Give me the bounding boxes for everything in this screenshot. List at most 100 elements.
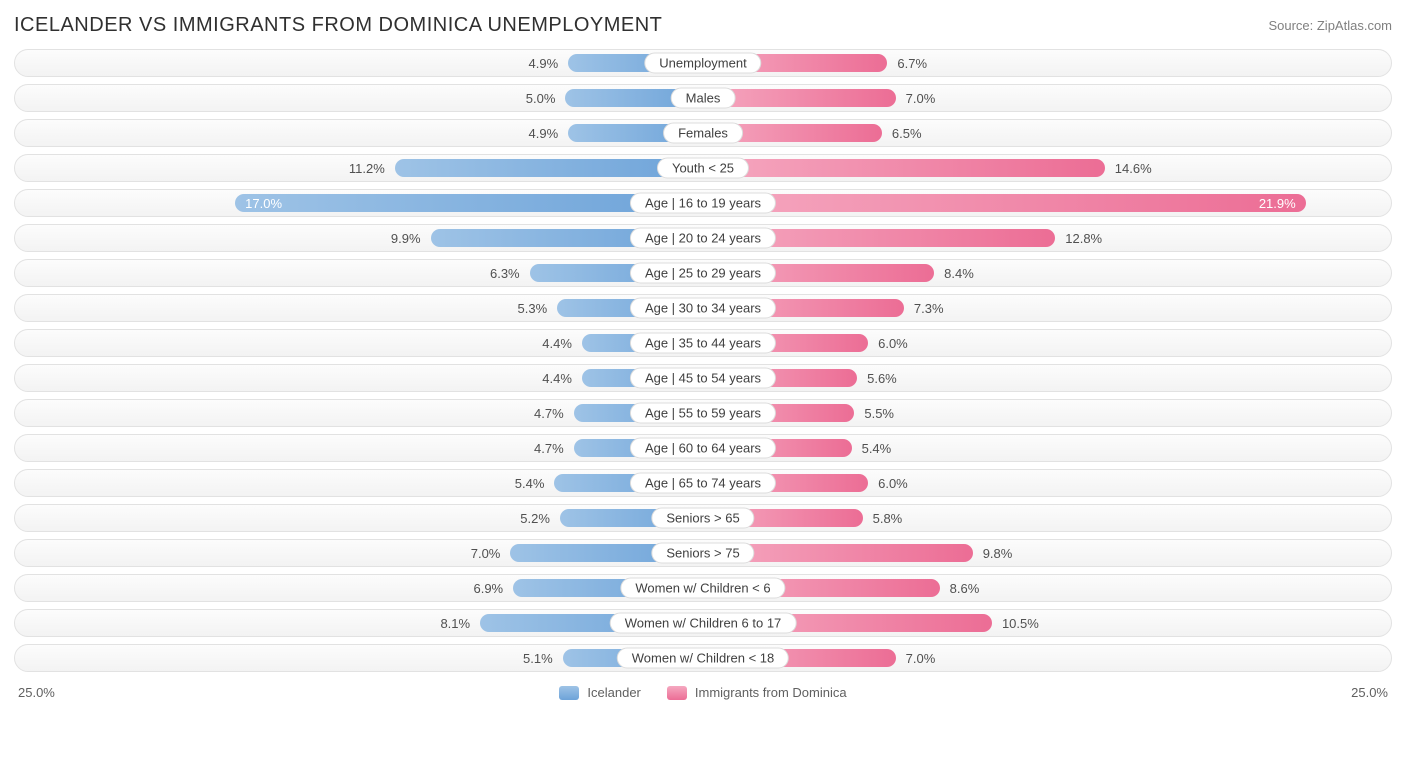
category-pill: Age | 35 to 44 years (630, 333, 776, 354)
row-right-half: 5.4% (703, 435, 1391, 461)
value-label-left: 4.7% (524, 441, 574, 456)
chart-row: 4.4% 5.6% Age | 45 to 54 years (14, 364, 1392, 392)
row-right-half: 21.9% (703, 190, 1391, 216)
chart-area: 4.9% 6.7% Unemployment 5.0% 7.0% Males 4.9% 6.5… (14, 49, 1392, 672)
value-label-left: 5.3% (508, 301, 558, 316)
row-left-half: 4.7% (15, 400, 703, 426)
value-label-left: 5.0% (516, 91, 566, 106)
row-left-half: 8.1% (15, 610, 703, 636)
legend-item-right: Immigrants from Dominica (667, 685, 847, 700)
row-left-half: 11.2% (15, 155, 703, 181)
chart-row: 4.7% 5.4% Age | 60 to 64 years (14, 434, 1392, 462)
chart-row: 5.1% 7.0% Women w/ Children < 18 (14, 644, 1392, 672)
row-left-half: 6.3% (15, 260, 703, 286)
category-pill: Unemployment (644, 53, 761, 74)
chart-row: 8.1%10.5%Women w/ Children 6 to 17 (14, 609, 1392, 637)
category-pill: Age | 20 to 24 years (630, 228, 776, 249)
category-pill: Seniors > 75 (651, 543, 754, 564)
value-label-left: 8.1% (430, 616, 480, 631)
row-left-half: 5.0% (15, 85, 703, 111)
header: ICELANDER VS IMMIGRANTS FROM DOMINICA UN… (14, 10, 1392, 49)
value-label-right: 7.0% (896, 651, 946, 666)
category-pill: Age | 16 to 19 years (630, 193, 776, 214)
value-label-left: 11.2% (339, 161, 395, 176)
row-right-half: 8.4% (703, 260, 1391, 286)
value-label-right: 7.0% (896, 91, 946, 106)
chart-row: 5.0% 7.0% Males (14, 84, 1392, 112)
chart-row: 5.2%5.8%Seniors > 65 (14, 504, 1392, 532)
row-right-half: 8.6% (703, 575, 1391, 601)
chart-row: 4.4% 6.0% Age | 35 to 44 years (14, 329, 1392, 357)
value-label-right: 6.0% (868, 476, 918, 491)
value-label-left: 4.4% (532, 336, 582, 351)
category-pill: Age | 25 to 29 years (630, 263, 776, 284)
value-label-right: 10.5% (992, 616, 1049, 631)
chart-footer: 25.0% Icelander Immigrants from Dominica… (14, 679, 1392, 700)
row-left-half: 4.9% (15, 50, 703, 76)
row-right-half: 14.6% (703, 155, 1391, 181)
value-label-left: 4.4% (532, 371, 582, 386)
row-right-half: 7.0% (703, 85, 1391, 111)
chart-row: 4.7% 5.5% Age | 55 to 59 years (14, 399, 1392, 427)
row-left-half: 5.3% (15, 295, 703, 321)
value-label-right: 5.8% (863, 511, 913, 526)
value-label-left: 6.3% (480, 266, 530, 281)
value-label-left: 5.4% (505, 476, 555, 491)
row-right-half: 7.0% (703, 645, 1391, 671)
legend-item-left: Icelander (559, 685, 640, 700)
chart-row: 6.9%8.6%Women w/ Children < 6 (14, 574, 1392, 602)
legend-label-right: Immigrants from Dominica (695, 685, 847, 700)
axis-max-left: 25.0% (18, 685, 55, 700)
row-left-half: 6.9% (15, 575, 703, 601)
value-label-left: 7.0% (461, 546, 511, 561)
chart-row: 5.3%7.3%Age | 30 to 34 years (14, 294, 1392, 322)
row-right-half: 6.5% (703, 120, 1391, 146)
row-left-half: 5.1% (15, 645, 703, 671)
chart-row: 7.0% 9.8%Seniors > 75 (14, 539, 1392, 567)
value-label-right: 12.8% (1055, 231, 1112, 246)
row-left-half: 5.4% (15, 470, 703, 496)
value-label-left: 4.9% (519, 56, 569, 71)
chart-row: 17.0%21.9%Age | 16 to 19 years (14, 189, 1392, 217)
category-pill: Females (663, 123, 743, 144)
row-right-half: 7.3% (703, 295, 1391, 321)
value-label-right: 5.5% (854, 406, 904, 421)
value-label-right: 6.5% (882, 126, 932, 141)
category-pill: Age | 55 to 59 years (630, 403, 776, 424)
category-pill: Youth < 25 (657, 158, 749, 179)
row-left-half: 4.4% (15, 330, 703, 356)
row-left-half: 4.4% (15, 365, 703, 391)
row-left-half: 7.0% (15, 540, 703, 566)
value-label-left: 9.9% (381, 231, 431, 246)
legend-swatch-icon (559, 686, 579, 700)
row-right-half: 5.8% (703, 505, 1391, 531)
chart-row: 4.9% 6.5% Females (14, 119, 1392, 147)
value-label-right: 5.6% (857, 371, 907, 386)
category-pill: Women w/ Children < 18 (617, 648, 789, 669)
row-left-half: 4.7% (15, 435, 703, 461)
chart-row: 5.4%6.0%Age | 65 to 74 years (14, 469, 1392, 497)
value-label-right: 14.6% (1105, 161, 1162, 176)
row-right-half: 6.0% (703, 470, 1391, 496)
chart-row: 4.9% 6.7% Unemployment (14, 49, 1392, 77)
value-label-right: 8.6% (940, 581, 990, 596)
category-pill: Age | 45 to 54 years (630, 368, 776, 389)
value-label-right: 6.7% (887, 56, 937, 71)
axis-max-right: 25.0% (1351, 685, 1388, 700)
value-label-right: 6.0% (868, 336, 918, 351)
legend-label-left: Icelander (587, 685, 640, 700)
row-right-half: 12.8% (703, 225, 1391, 251)
row-left-half: 4.9% (15, 120, 703, 146)
legend-swatch-icon (667, 686, 687, 700)
row-right-half: 6.7% (703, 50, 1391, 76)
row-right-half: 5.5% (703, 400, 1391, 426)
value-label-left: 4.7% (524, 406, 574, 421)
value-label-left: 5.1% (513, 651, 563, 666)
value-label-right: 8.4% (934, 266, 984, 281)
row-left-half: 5.2% (15, 505, 703, 531)
category-pill: Males (671, 88, 736, 109)
value-label-right: 5.4% (852, 441, 902, 456)
category-pill: Age | 60 to 64 years (630, 438, 776, 459)
row-right-half: 9.8% (703, 540, 1391, 566)
chart-row: 9.9% 12.8% Age | 20 to 24 years (14, 224, 1392, 252)
